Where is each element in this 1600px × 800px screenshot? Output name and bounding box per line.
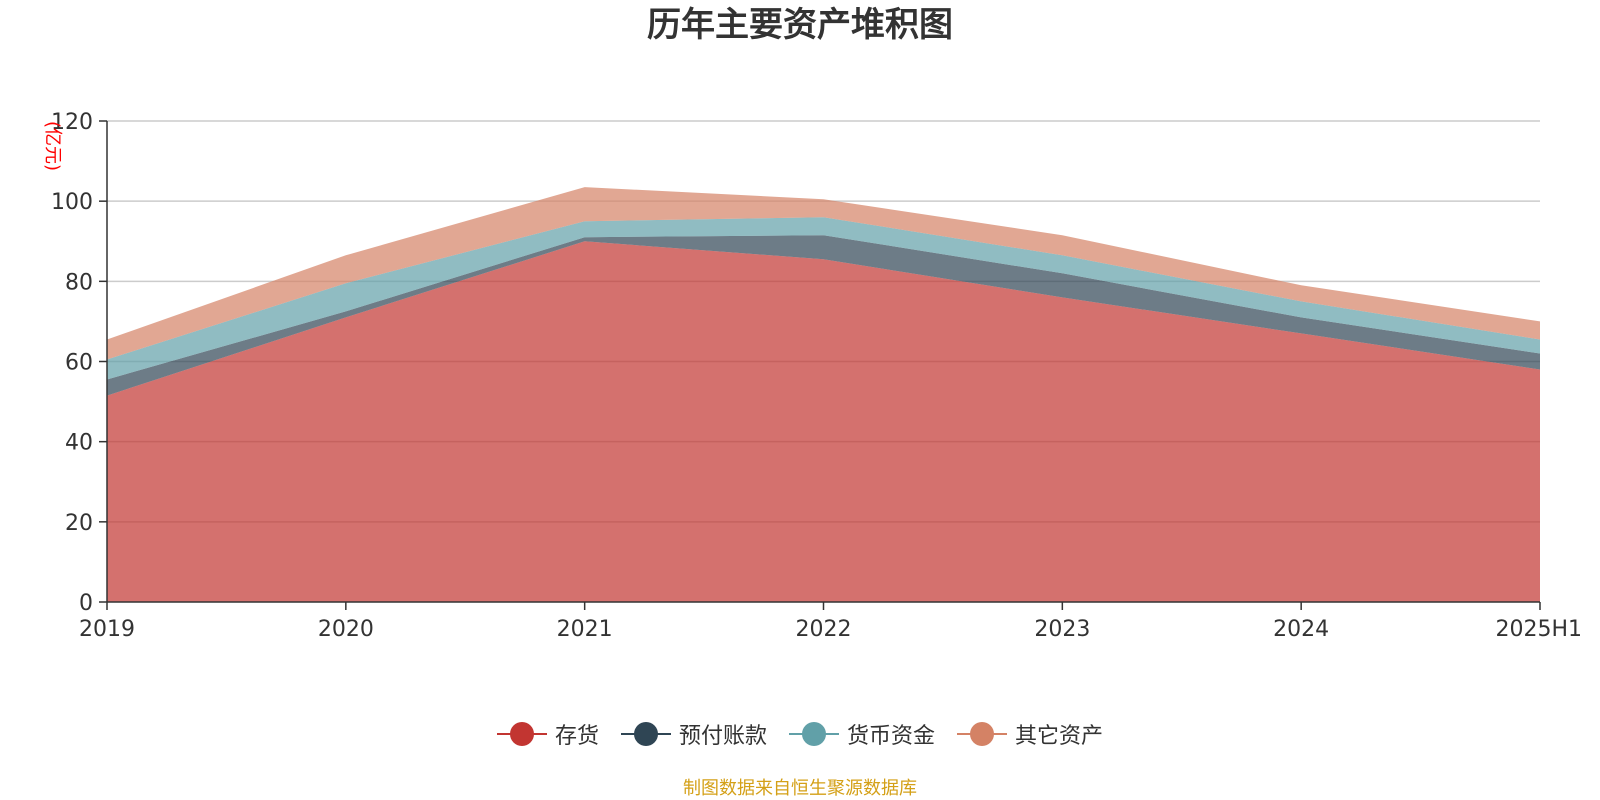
chart-title: 历年主要资产堆积图 [647,5,953,45]
legend-item[interactable]: 货币资金 [789,718,935,750]
x-tick-label: 2025H1 [1495,617,1582,642]
x-tick-label: 2023 [1034,617,1090,642]
source-note: 制图数据来自恒生聚源数据库 [683,778,917,799]
legend: 存货 预付账款 货币资金 其它资产 [0,718,1600,750]
legend-marker-icon [957,722,1008,746]
legend-marker-icon [789,722,839,746]
x-tick-label: 2021 [557,617,613,642]
area-存货 [107,241,1540,603]
legend-item[interactable]: 其它资产 [957,718,1103,750]
legend-marker-icon [496,722,547,746]
x-tick-label: 2024 [1273,617,1329,642]
legend-item[interactable]: 存货 [496,718,599,750]
legend-label: 预付账款 [678,724,767,749]
y-tick-label: 40 [65,431,93,456]
area-其它资产 [107,187,1540,360]
x-tick-label: 2020 [318,617,374,642]
area-货币资金 [107,217,1540,380]
legend-marker-icon [620,722,671,746]
legend-label: 货币资金 [847,724,936,749]
y-tick-label: 80 [65,270,93,295]
area-预付账款 [107,235,1540,396]
y-tick-label: 120 [51,110,93,135]
legend-label: 存货 [554,724,599,749]
y-tick-label: 100 [51,190,93,215]
legend-item[interactable]: 预付账款 [620,718,767,750]
stacked-areas [107,187,1540,603]
legend-label: 其它资产 [1015,724,1104,749]
axes: 0 20 40 60 80 100 120 2019 2020 2021 2022 2023 2024 2… [42,110,1582,642]
y-tick-label: 0 [79,591,93,616]
x-tick-label: 2022 [796,617,852,642]
x-tick-label: 2019 [79,617,135,642]
y-tick-label: 60 [65,351,93,376]
y-axis-unit-label: (亿元) [42,121,63,171]
y-tick-label: 20 [65,511,93,536]
